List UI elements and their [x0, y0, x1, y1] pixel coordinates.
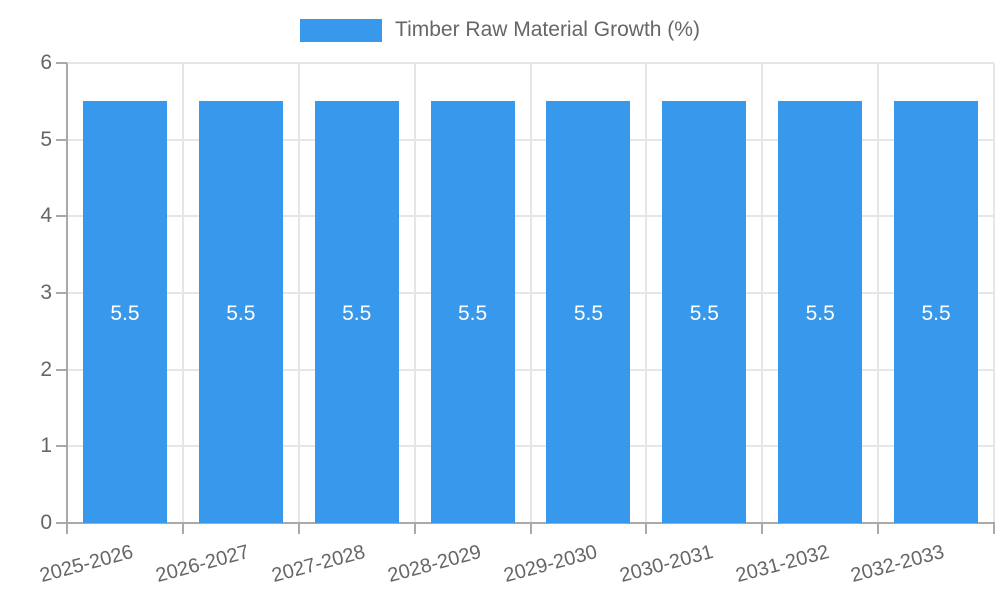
gridline-vertical	[413, 63, 416, 523]
x-tick-label: 2028-2029	[385, 540, 484, 587]
y-axis-tick	[56, 522, 67, 524]
y-tick-label: 1	[40, 434, 52, 458]
x-tick-label: 2029-2030	[501, 540, 600, 587]
x-axis-tick	[297, 523, 300, 534]
y-tick-label: 5	[40, 127, 52, 151]
y-tick-label: 3	[40, 281, 52, 304]
legend-swatch	[300, 18, 383, 42]
bar-value-label: 5.5	[573, 302, 604, 326]
x-axis-tick	[877, 523, 880, 534]
x-axis-tick	[181, 523, 184, 534]
bar-value-label: 5.5	[342, 302, 372, 326]
bar[interactable]	[314, 101, 399, 523]
y-axis-line	[66, 63, 68, 525]
bar-value-label: 5.5	[226, 302, 256, 326]
x-tick-label: 2031-2032	[733, 540, 832, 587]
y-tick-label: 6	[40, 51, 52, 74]
x-axis-tick	[529, 523, 532, 534]
y-axis-tick	[56, 368, 67, 371]
y-axis-tick	[56, 292, 67, 294]
y-axis-tick	[56, 62, 67, 64]
bar[interactable]	[198, 101, 283, 523]
legend-label: Timber Raw Material Growth (%)	[395, 18, 700, 41]
x-axis-tick	[993, 523, 995, 534]
gridline-vertical	[297, 63, 300, 523]
gridline-vertical	[529, 63, 532, 523]
bar[interactable]	[430, 101, 515, 523]
x-axis-line	[66, 522, 995, 524]
bar-value-label: 5.5	[689, 302, 719, 326]
bar[interactable]	[894, 101, 979, 523]
bar[interactable]	[82, 101, 167, 523]
x-axis-tick	[66, 523, 68, 534]
bar[interactable]	[546, 101, 631, 523]
chart-legend[interactable]: Timber Raw Material Growth (%)	[0, 18, 1000, 42]
gridline-vertical	[645, 63, 648, 523]
gridline-vertical	[877, 63, 880, 523]
y-tick-label: 0	[40, 511, 52, 534]
x-axis-tick	[645, 523, 648, 534]
y-axis-tick	[56, 138, 67, 141]
bar-value-label: 5.5	[805, 302, 835, 326]
bar[interactable]	[778, 101, 863, 523]
bar-value-label: 5.5	[110, 302, 140, 326]
x-tick-label: 2030-2031	[617, 540, 716, 587]
bar-value-label: 5.5	[921, 302, 951, 326]
x-tick-label: 2027-2028	[269, 540, 368, 587]
bar[interactable]	[662, 101, 747, 523]
gridline-vertical	[181, 63, 184, 523]
x-tick-label: 2025-2026	[37, 540, 136, 587]
x-axis-tick	[413, 523, 416, 534]
x-axis-tick	[761, 523, 764, 534]
y-tick-label: 4	[40, 204, 52, 228]
bar-value-label: 5.5	[457, 302, 488, 326]
y-tick-label: 2	[40, 357, 52, 381]
gridline-vertical	[761, 63, 764, 523]
gridline-vertical	[993, 63, 995, 523]
y-axis-tick	[56, 445, 67, 448]
y-axis-tick	[56, 215, 67, 218]
x-tick-label: 2026-2027	[153, 540, 252, 587]
x-tick-label: 2032-2033	[848, 540, 948, 587]
